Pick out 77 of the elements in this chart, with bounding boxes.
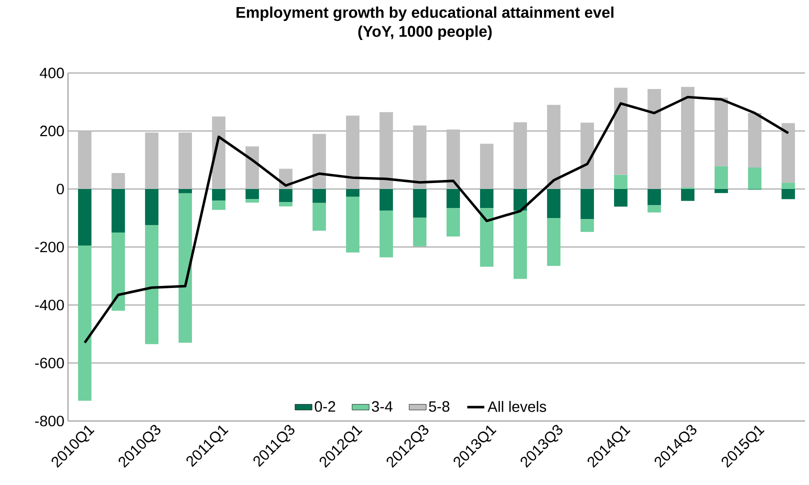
chart-title: Employment growth by educational attainment evel: [236, 6, 614, 22]
bar: [380, 112, 393, 189]
bar: [748, 113, 762, 168]
bar: [78, 130, 92, 189]
bar: [78, 188, 92, 246]
bar: [178, 132, 192, 189]
bar: [112, 188, 125, 232]
line-series: [84, 96, 790, 344]
bar: [614, 88, 628, 175]
bar: [145, 225, 158, 344]
bar: [145, 132, 158, 189]
bar: [714, 98, 728, 166]
bar: [112, 232, 125, 311]
y-tick-label: -400: [35, 300, 64, 310]
bar: [480, 144, 494, 189]
bar: [547, 218, 560, 266]
bar: [279, 188, 292, 202]
bar: [413, 125, 426, 189]
bar: [178, 188, 192, 194]
bar: [312, 188, 326, 203]
y-tick-label: -600: [35, 358, 64, 368]
y-tick-label: 200: [40, 126, 64, 136]
bar: [380, 188, 393, 210]
bar: [580, 188, 594, 220]
bar: [78, 246, 92, 401]
bar: [446, 208, 460, 237]
bar: [145, 188, 158, 226]
bar: [212, 188, 226, 201]
bar: [782, 182, 795, 189]
bar: [480, 188, 494, 208]
bar: [346, 116, 360, 189]
bar: [312, 202, 326, 231]
bar: [480, 208, 494, 267]
bar: [580, 219, 594, 232]
bar: [547, 188, 560, 218]
bar: [580, 122, 594, 189]
bar: [346, 188, 360, 197]
legend-label: 5-8: [428, 401, 450, 412]
bar: [648, 188, 661, 206]
bar: [782, 123, 795, 183]
bar: [212, 200, 226, 210]
bar: [714, 166, 728, 189]
y-tick-label: -200: [35, 242, 64, 252]
y-tick-label: -800: [35, 416, 64, 426]
bar: [681, 86, 694, 188]
bar: [714, 188, 728, 194]
y-tick-label: 0: [56, 184, 64, 194]
bar: [614, 174, 628, 189]
bar: [547, 104, 560, 189]
bar: [748, 168, 762, 189]
legend-label: 0-2: [314, 401, 336, 412]
bar: [112, 173, 125, 189]
bar: [413, 188, 426, 218]
bar: [648, 205, 661, 212]
bar: [380, 210, 393, 258]
bar: [648, 88, 661, 189]
legend-label: 3-4: [372, 401, 393, 412]
bar: [514, 210, 527, 279]
bar: [312, 134, 326, 189]
bar: [413, 218, 426, 246]
bar: [446, 188, 460, 208]
bar: [246, 199, 259, 203]
chart-subtitle: (YoY, 1000 people): [358, 26, 492, 40]
bar: [446, 130, 460, 189]
bar: [178, 193, 192, 343]
bar: [346, 196, 360, 253]
bar: [614, 188, 628, 207]
bar: [279, 202, 292, 206]
bar: [212, 116, 226, 189]
bar: [514, 122, 527, 189]
bar: [246, 188, 259, 200]
bar: [246, 146, 259, 189]
bar: [782, 188, 795, 200]
bar: [681, 188, 694, 201]
y-tick-label: 400: [40, 68, 64, 78]
legend-label: All levels: [488, 400, 546, 412]
bar: [514, 188, 527, 210]
